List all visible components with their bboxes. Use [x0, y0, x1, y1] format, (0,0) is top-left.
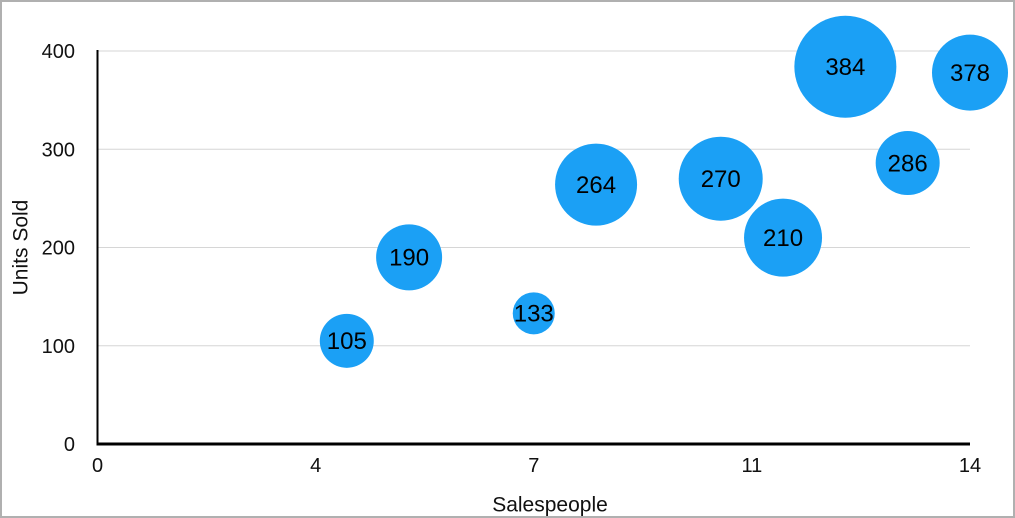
y-tick-label-200: 200 — [42, 238, 75, 260]
y-tick-label-300: 300 — [42, 139, 75, 161]
bubble-133[interactable] — [512, 292, 555, 335]
bubble-270[interactable] — [678, 136, 763, 221]
bubble-210[interactable] — [744, 198, 823, 277]
y-axis-tick-labels: 0 100 200 300 400 — [42, 41, 75, 456]
bubble-264[interactable] — [555, 143, 638, 226]
y-tick-label-100: 100 — [42, 336, 75, 358]
x-tick-label-0: 0 — [92, 455, 103, 477]
x-axis-tick-labels: 0 4 7 11 14 — [92, 455, 981, 477]
y-tick-label-0: 0 — [64, 434, 75, 456]
x-tick-label-11: 11 — [741, 455, 762, 477]
bubble-105[interactable] — [319, 313, 374, 368]
x-axis-title: Salespeople — [492, 493, 608, 516]
bubble-286[interactable] — [875, 131, 940, 196]
y-tick-label-400: 400 — [42, 41, 75, 63]
x-tick-label-14: 14 — [959, 455, 981, 477]
x-tick-label-4: 4 — [310, 455, 321, 477]
bubble-190[interactable] — [376, 224, 443, 291]
x-tick-label-7: 7 — [528, 455, 539, 477]
bubble-384[interactable] — [794, 15, 897, 118]
bubble-378[interactable] — [932, 34, 1008, 111]
y-axis-title: Units Sold — [9, 200, 32, 296]
